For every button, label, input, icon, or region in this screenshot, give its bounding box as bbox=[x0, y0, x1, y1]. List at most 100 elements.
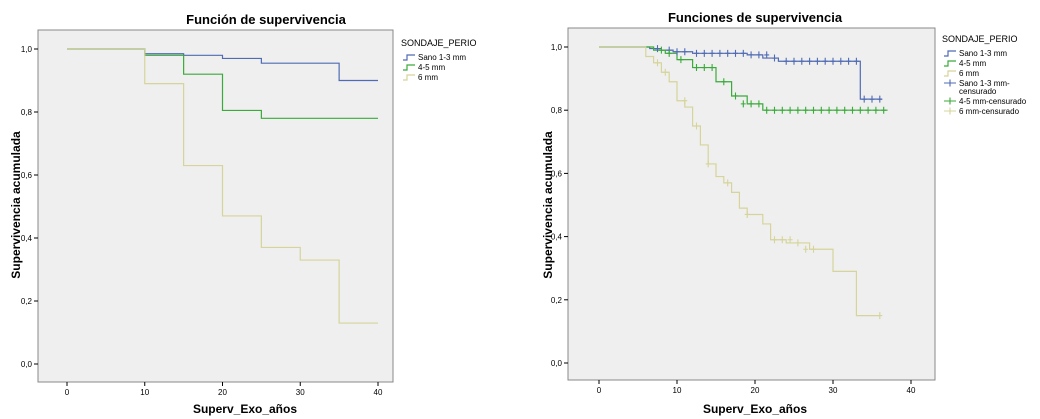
censor-mark-6-mm-censurado bbox=[725, 179, 731, 187]
x-tick-label: 40 bbox=[907, 386, 916, 395]
censor-mark-4-5-mm-censurado bbox=[694, 64, 699, 72]
legend-label-6-mm: 6 mm bbox=[418, 73, 438, 82]
series-left bbox=[67, 48, 378, 324]
x-axis-title-left: Superv_Exo_años bbox=[193, 402, 297, 416]
censor-mark-6-mm-censurado bbox=[662, 68, 668, 76]
x-axis-title-right: Superv_Exo_años bbox=[703, 402, 807, 416]
censor-mark-4-5-mm-censurado bbox=[779, 106, 785, 114]
censor-mark-6-mm-censurado bbox=[877, 312, 883, 320]
legend-label-sano-1-3-mm-censurado: Sano 1-3 mm-censurado bbox=[959, 79, 1010, 96]
y-tick-label: 0,2 bbox=[551, 296, 563, 305]
censor-mark-4-5-mm-censurado bbox=[764, 106, 770, 114]
survival-curve-6-mm bbox=[67, 48, 378, 324]
censor-mark-4-5-mm-censurado bbox=[740, 100, 746, 108]
legend-label-6-mm: 6 mm bbox=[959, 69, 979, 78]
y-tick-label: 0,4 bbox=[21, 234, 33, 243]
censor-mark-sano-1-3-mm-censurado bbox=[807, 57, 813, 65]
censor-mark-4-5-mm-censurado bbox=[881, 106, 887, 114]
censor-mark-4-5-mm-censurado bbox=[857, 106, 863, 114]
legend-swatch-4-5-mm bbox=[944, 60, 956, 67]
censor-mark-4-5-mm-censurado bbox=[756, 100, 762, 108]
chart-title-right: Funciones de supervivencia bbox=[668, 10, 843, 25]
censor-mark-6-mm-censurado bbox=[779, 236, 785, 244]
censor-mark-4-5-mm-censurado bbox=[787, 106, 793, 114]
censor-mark-4-5-mm-censurado bbox=[795, 106, 801, 114]
x-tick-label: 0 bbox=[597, 386, 602, 395]
censor-mark-4-5-mm-censurado bbox=[826, 106, 832, 114]
legend-swatch-sano-1-3-mm bbox=[403, 54, 415, 61]
x-tick-label: 10 bbox=[140, 388, 149, 397]
x-tick-label: 40 bbox=[374, 388, 383, 397]
censor-mark-4-5-mm-censurado bbox=[709, 64, 715, 72]
censor-mark-4-5-mm-censurado bbox=[842, 106, 848, 114]
censor-mark-sano-1-3-mm-censurado bbox=[814, 57, 820, 65]
censor-mark-4-5-mm-censurado bbox=[811, 106, 816, 114]
censor-mark-4-5-mm-censurado bbox=[666, 49, 672, 57]
censor-mark-sano-1-3-mm-censurado bbox=[791, 57, 797, 65]
censor-mark-4-5-mm-censurado bbox=[658, 46, 664, 54]
axes-right: 0 10 20 30 40 0,0 0,2 0,4 0,6 0,8 1,0 bbox=[551, 43, 916, 395]
censor-mark-sano-1-3-mm-censurado bbox=[822, 57, 828, 65]
plot-area-right bbox=[567, 27, 936, 381]
censor-mark-sano-1-3-mm-censurado bbox=[861, 95, 867, 103]
censor-mark-6-mm-censurado bbox=[811, 245, 816, 253]
censor-mark-sano-1-3-mm-censurado bbox=[748, 51, 754, 59]
censor-mark-6-mm-censurado bbox=[803, 245, 809, 253]
censor-mark-sano-1-3-mm-censurado bbox=[733, 49, 738, 57]
censor-mark-sano-1-3-mm-censurado bbox=[756, 51, 762, 59]
censor-mark-sano-1-3-mm-censurado bbox=[701, 49, 707, 57]
x-tick-label: 10 bbox=[673, 386, 682, 395]
censor-mark-6-mm-censurado bbox=[694, 122, 699, 130]
y-tick-label: 0,6 bbox=[551, 169, 563, 178]
legend-label-sano-1-3-mm: Sano 1-3 mm bbox=[959, 49, 1007, 58]
y-axis-title-left: Supervivencia acumulada bbox=[9, 131, 23, 279]
censor-mark-sano-1-3-mm-censurado bbox=[799, 57, 805, 65]
censor-mark-sano-1-3-mm-censurado bbox=[877, 95, 883, 103]
censor-mark-sano-1-3-mm-censurado bbox=[772, 54, 777, 62]
legend-swatch-6-mm bbox=[403, 74, 415, 81]
y-axis-title-right: Supervivencia acumulada bbox=[541, 131, 555, 279]
censor-mark-6-mm-censurado bbox=[705, 160, 711, 168]
censor-mark-4-5-mm-censurado bbox=[772, 106, 777, 114]
chart-left: Función de supervivencia 0 10 20 30 40 0,0 0,2… bbox=[9, 12, 477, 416]
censor-mark-sano-1-3-mm-censurado bbox=[725, 49, 731, 57]
censor-mark-6-mm-censurado bbox=[682, 97, 688, 105]
legend-right: SONDAJE_PERIO Sano 1-3 mm4-5 mm6 mmSano … bbox=[942, 34, 1027, 116]
legend-label-sano-1-3-mm: Sano 1-3 mm bbox=[418, 53, 466, 62]
censor-mark-4-5-mm-censurado bbox=[818, 106, 824, 114]
censor-mark-4-5-mm-censurado bbox=[721, 78, 727, 86]
censor-mark-sano-1-3-mm-censurado bbox=[717, 49, 723, 57]
censor-mark-sano-1-3-mm-censurado bbox=[655, 45, 660, 53]
axes-left: 0 10 20 30 40 0,0 0,2 0,4 0,6 0,8 1,0 bbox=[21, 45, 383, 397]
censor-mark-4-5-mm-censurado bbox=[701, 64, 707, 72]
censor-mark-sano-1-3-mm-censurado bbox=[709, 49, 715, 57]
legend-swatch-6-mm-censurado bbox=[944, 107, 956, 115]
legend-label-4-5-mm: 4-5 mm bbox=[418, 63, 445, 72]
censor-mark-sano-1-3-mm-censurado bbox=[674, 48, 680, 56]
legend-swatch-6-mm bbox=[944, 70, 956, 77]
chart-title-left: Función de supervivencia bbox=[186, 12, 346, 27]
x-tick-label: 20 bbox=[218, 388, 227, 397]
censor-mark-6-mm-censurado bbox=[772, 236, 777, 244]
y-tick-label: 0,0 bbox=[551, 359, 563, 368]
legend-label-4-5-mm: 4-5 mm bbox=[959, 59, 986, 68]
censor-mark-sano-1-3-mm-censurado bbox=[869, 95, 875, 103]
censor-mark-4-5-mm-censurado bbox=[873, 106, 879, 114]
censor-mark-6-mm-censurado bbox=[655, 59, 660, 67]
censor-mark-4-5-mm-censurado bbox=[803, 106, 809, 114]
legend-label-6-mm-censurado: 6 mm-censurado bbox=[959, 107, 1020, 116]
censor-mark-4-5-mm-censurado bbox=[678, 56, 684, 64]
censor-mark-sano-1-3-mm-censurado bbox=[846, 57, 852, 65]
x-tick-label: 30 bbox=[296, 388, 305, 397]
y-tick-label: 1,0 bbox=[551, 43, 563, 52]
y-tick-label: 1,0 bbox=[21, 45, 33, 54]
censor-mark-sano-1-3-mm-censurado bbox=[740, 49, 746, 57]
censor-mark-sano-1-3-mm-censurado bbox=[830, 57, 836, 65]
censor-mark-sano-1-3-mm-censurado bbox=[853, 57, 859, 65]
y-tick-label: 0,8 bbox=[551, 106, 563, 115]
censor-mark-4-5-mm-censurado bbox=[733, 92, 738, 100]
legend-swatch-sano-1-3-mm-censurado bbox=[944, 79, 956, 87]
censor-mark-sano-1-3-mm-censurado bbox=[783, 57, 789, 65]
legend-swatch-4-5-mm-censurado bbox=[944, 97, 956, 105]
